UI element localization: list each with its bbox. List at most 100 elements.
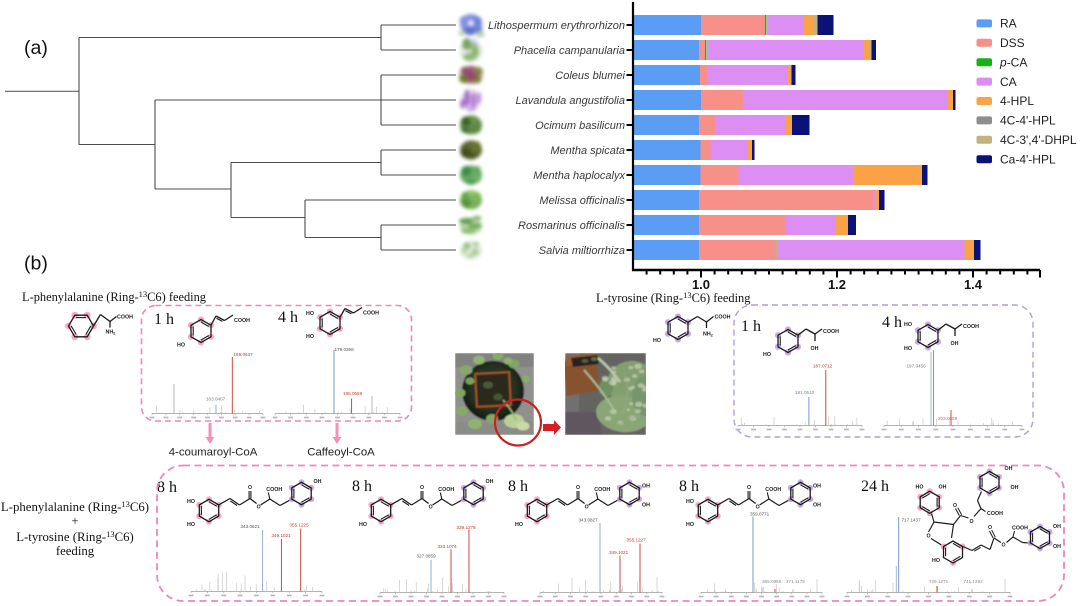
svg-text:O: O [1002,543,1006,549]
svg-text:OH: OH [314,479,322,485]
svg-text:HO: HO [187,522,195,528]
svg-text:729.1271: 729.1271 [929,579,949,584]
svg-text:OH: OH [813,484,821,490]
svg-text:O: O [248,485,252,491]
svg-text:HO: HO [932,558,940,564]
svg-text:COOH: COOH [987,511,1003,517]
svg-text:COOH: COOH [1012,526,1028,532]
svg-text:4-coumaroyl-CoA: 4-coumaroyl-CoA [169,447,258,459]
svg-text:OH: OH [939,485,947,491]
svg-text:HO: HO [904,322,912,328]
svg-text:Salvia miltiorrhiza: Salvia miltiorrhiza [539,245,625,257]
svg-text:NH2: NH2 [106,330,117,336]
svg-text:HO: HO [187,499,195,505]
svg-text:Mentha haplocalyx: Mentha haplocalyx [533,170,625,182]
svg-text:COOH: COOH [363,311,379,317]
svg-text:1.0: 1.0 [692,277,710,292]
svg-text:Caffeoyl-CoA: Caffeoyl-CoA [307,447,375,459]
svg-text:RA: RA [1000,17,1017,31]
svg-text:197.0456: 197.0456 [907,364,927,369]
svg-text:NH2: NH2 [703,332,714,338]
svg-text:O: O [257,505,261,511]
svg-text:Melissa officinalis: Melissa officinalis [539,195,625,207]
svg-text:HO: HO [306,334,314,340]
svg-text:HO: HO [359,522,367,528]
svg-text:(b): (b) [24,253,48,275]
svg-text:333.1074: 333.1074 [438,544,458,549]
svg-text:HO: HO [686,499,694,505]
svg-text:OH: OH [1053,524,1061,530]
svg-text:HO: HO [306,311,314,317]
svg-text:365.0969: 365.0969 [762,579,782,584]
svg-text:HO: HO [653,338,661,344]
svg-text:HO: HO [515,522,523,528]
svg-text:O: O [927,534,931,540]
svg-text:OH: OH [642,503,650,509]
svg-text:187.0712: 187.0712 [813,364,833,369]
svg-text:OH: OH [951,341,959,347]
svg-text:+: + [71,514,78,528]
svg-text:4 h: 4 h [278,309,298,326]
svg-text:327.0859: 327.0859 [417,554,437,559]
svg-text:feeding: feeding [56,544,95,558]
svg-text:COOH: COOH [715,315,731,321]
svg-text:Ocimum basilicum: Ocimum basilicum [535,120,625,132]
svg-text:OH: OH [811,346,819,352]
svg-text:349.1021: 349.1021 [272,533,292,538]
svg-text:371.1179: 371.1179 [786,579,805,584]
svg-text:OH: OH [1011,485,1019,491]
svg-text:COOH: COOH [765,487,781,493]
svg-text:COOH: COOH [594,487,610,493]
svg-text:O: O [576,485,580,491]
svg-text:4C-4'-HPL: 4C-4'-HPL [1000,114,1056,128]
svg-text:L-phenylalanine (Ring-13C6): L-phenylalanine (Ring-13C6) [1,499,149,514]
svg-text:185.0559: 185.0559 [343,391,363,396]
svg-text:COOH: COOH [117,315,133,321]
svg-text:O: O [585,505,589,511]
svg-text:Ca-4'-HPL: Ca-4'-HPL [1000,152,1056,166]
svg-text:O: O [747,485,751,491]
svg-text:169.0637: 169.0637 [234,352,254,357]
svg-text:355.1227: 355.1227 [627,538,647,543]
svg-text:COOH: COOH [963,324,979,330]
svg-text:339.1278: 339.1278 [457,525,477,530]
svg-text:Lavandula angustifolia: Lavandula angustifolia [516,95,625,107]
svg-text:HO: HO [904,346,912,352]
svg-text:181.0510: 181.0510 [795,390,815,395]
svg-text:1.2: 1.2 [828,277,846,292]
svg-text:O: O [420,485,424,491]
svg-text:HO: HO [177,343,185,349]
svg-text:8 h: 8 h [679,478,699,495]
svg-text:Coleus blumei: Coleus blumei [555,70,625,82]
svg-text:L-phenylalanine (Ring-13C6) fe: L-phenylalanine (Ring-13C6) feeding [22,289,206,304]
svg-text:O: O [953,503,957,509]
svg-text:COOH: COOH [234,318,250,324]
svg-text:COOH: COOH [438,487,454,493]
svg-text:OH: OH [642,484,650,490]
svg-text:HO: HO [686,522,694,528]
svg-text:Phacelia campanularia: Phacelia campanularia [514,45,625,57]
svg-text:343.0827: 343.0827 [579,518,599,523]
svg-text:L-tyrosine (Ring-13C6): L-tyrosine (Ring-13C6) [16,529,134,544]
svg-text:355.1225: 355.1225 [290,523,310,528]
svg-text:203.0659: 203.0659 [938,416,958,421]
svg-text:24 h: 24 h [861,478,889,495]
svg-text:1.4: 1.4 [964,277,983,292]
svg-text:OH: OH [1005,466,1013,472]
svg-text:HO: HO [763,352,771,358]
svg-text:741.1292: 741.1292 [964,579,984,584]
svg-text:8 h: 8 h [508,478,528,495]
svg-text:343.0621: 343.0621 [241,524,261,529]
svg-text:4 h: 4 h [882,314,902,331]
svg-text:1 h: 1 h [741,318,761,335]
svg-text:O: O [988,525,992,531]
svg-text:4-HPL: 4-HPL [1000,94,1034,108]
svg-text:8 h: 8 h [352,478,372,495]
svg-text:349.1021: 349.1021 [609,550,629,555]
svg-text:(a): (a) [24,37,48,59]
svg-text:COOH: COOH [266,487,282,493]
svg-text:O: O [756,505,760,511]
svg-text:OH: OH [486,479,494,485]
svg-text:L-tyrosine (Ring-13C6) feeding: L-tyrosine (Ring-13C6) feeding [596,290,750,305]
svg-text:OH: OH [1053,544,1061,550]
